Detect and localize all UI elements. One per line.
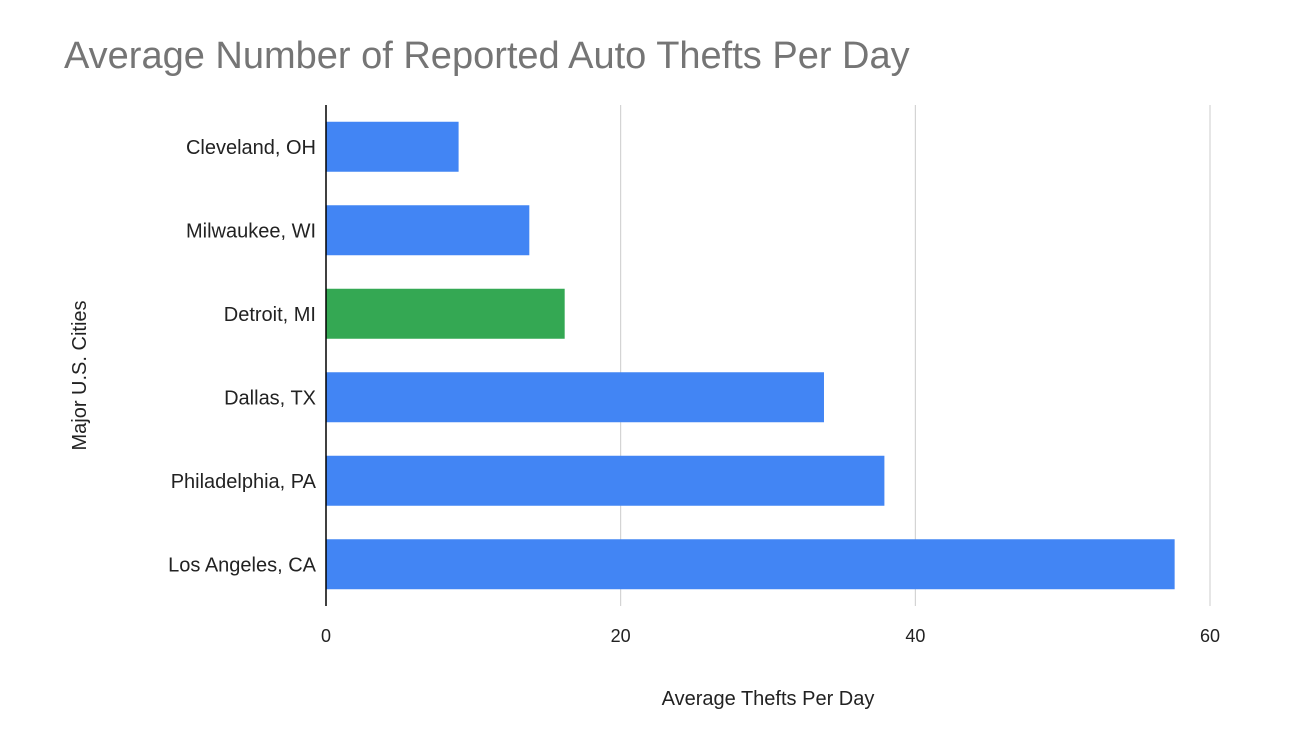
labels: 0 20 40 60 Cleveland, OH Milwaukee, WI Detroit… [69,137,1220,710]
bar-dallas-tx [326,372,824,423]
category-label-philadelphia-pa: Philadelphia, PA [171,471,317,493]
category-label-dallas-tx: Dallas, TX [224,387,316,409]
category-label-milwaukee-wi: Milwaukee, WI [186,220,316,242]
x-tick-label-0: 0 [321,626,331,646]
category-label-los-angeles-ca: Los Angeles, CA [168,554,317,576]
x-axis-title: Average Thefts Per Day [662,688,875,710]
bar-philadelphia-pa [326,455,885,506]
x-tick-label-60: 60 [1200,626,1220,646]
bars [326,121,1175,590]
bar-cleveland-oh [326,121,459,172]
category-label-detroit-mi: Detroit, MI [224,304,316,326]
bar-milwaukee-wi [326,205,530,256]
x-tick-label-20: 20 [611,626,631,646]
category-label-cleveland-oh: Cleveland, OH [186,137,316,159]
x-tick-label-40: 40 [905,626,925,646]
bar-los-angeles-ca [326,539,1175,590]
gridlines [620,105,1211,606]
chart-title: Average Number of Reported Auto Thefts P… [64,35,910,77]
y-axis-title: Major U.S. Cities [69,300,91,450]
bar-detroit-mi [326,288,565,339]
